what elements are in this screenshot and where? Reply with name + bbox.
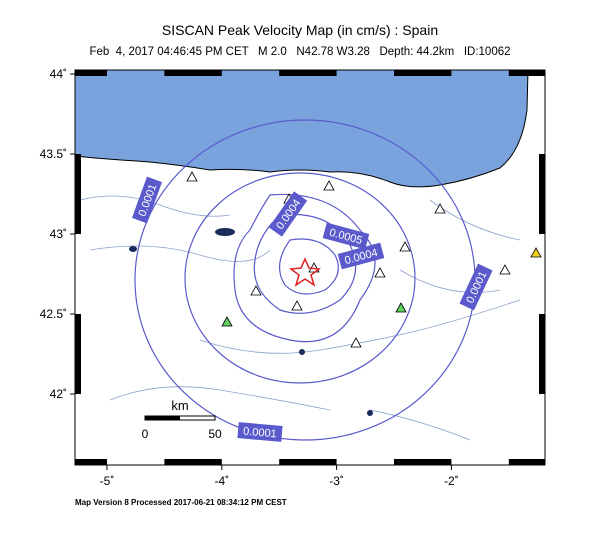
station — [221, 316, 233, 327]
station — [250, 285, 262, 296]
station — [350, 337, 362, 348]
frame-segment — [539, 314, 545, 394]
lon-tick-label: -4˚ — [214, 474, 229, 488]
contour-label-box — [131, 176, 163, 224]
contour-label: 0.0001 — [237, 422, 283, 442]
frame-segment — [508, 459, 545, 465]
station — [323, 180, 335, 191]
frame-segment — [279, 70, 337, 76]
contour-label-box — [268, 191, 308, 237]
scale-bar: km 0 50 — [142, 398, 222, 441]
contour-label-box — [322, 222, 370, 250]
frame-segment — [279, 459, 337, 465]
station — [530, 247, 542, 258]
frame-segment — [164, 70, 222, 76]
contour-label-text: 0.0001 — [243, 426, 278, 441]
frame-segment — [394, 70, 452, 76]
contour-label-box — [337, 242, 385, 270]
frame-segment — [394, 459, 452, 465]
station — [434, 203, 446, 214]
rivers — [79, 195, 521, 441]
scale-unit: km — [171, 398, 188, 413]
frame-segment — [75, 70, 81, 74]
station — [374, 267, 386, 278]
scale-label: 50 — [208, 427, 222, 441]
map: -5˚ -4˚ -3˚ -2˚44˚43.5˚43˚42.5˚42˚ km 0 50 … — [40, 67, 546, 488]
station — [395, 302, 407, 313]
lakes — [129, 228, 373, 416]
contour-label-box — [237, 422, 283, 442]
frame-segment — [75, 70, 107, 76]
lon-tick-label: -3˚ — [329, 474, 344, 488]
frame-segment — [75, 154, 81, 234]
frame: -5˚ -4˚ -3˚ -2˚ 44˚ 43.5˚ 43˚ 42.5˚ 42˚ — [40, 67, 546, 488]
station — [291, 300, 303, 311]
lat-tick-label: 42˚ — [50, 387, 67, 401]
subtitle: Feb 4, 2017 04:46:45 PM CET M 2.0 N42.78… — [89, 46, 510, 58]
title: SISCAN Peak Velocity Map (in cm/s) : Spa… — [162, 22, 438, 38]
lat-tick-label: 43˚ — [50, 227, 67, 241]
scale-label: 0 — [142, 427, 149, 441]
station — [186, 171, 198, 182]
frame-segment — [508, 70, 545, 76]
lat-tick-label: 43.5˚ — [40, 147, 67, 161]
contour-label: 0.0004 — [268, 191, 308, 237]
frame-segment — [539, 154, 545, 234]
lat-tick-label: 42.5˚ — [40, 307, 67, 321]
lon-tick-label: -2˚ — [444, 474, 459, 488]
epicenter — [289, 257, 321, 287]
lon-tick-label: -5˚ — [100, 474, 115, 488]
contour-label-box — [459, 263, 493, 311]
frame-segment — [75, 314, 81, 394]
lat-tick-label: 44˚ — [50, 67, 67, 81]
frame-segment — [164, 459, 222, 465]
frame-segment — [75, 459, 107, 465]
station — [499, 264, 511, 275]
footer: Map Version 8 Processed 2017-06-21 08:34… — [75, 498, 287, 507]
station — [399, 241, 411, 252]
